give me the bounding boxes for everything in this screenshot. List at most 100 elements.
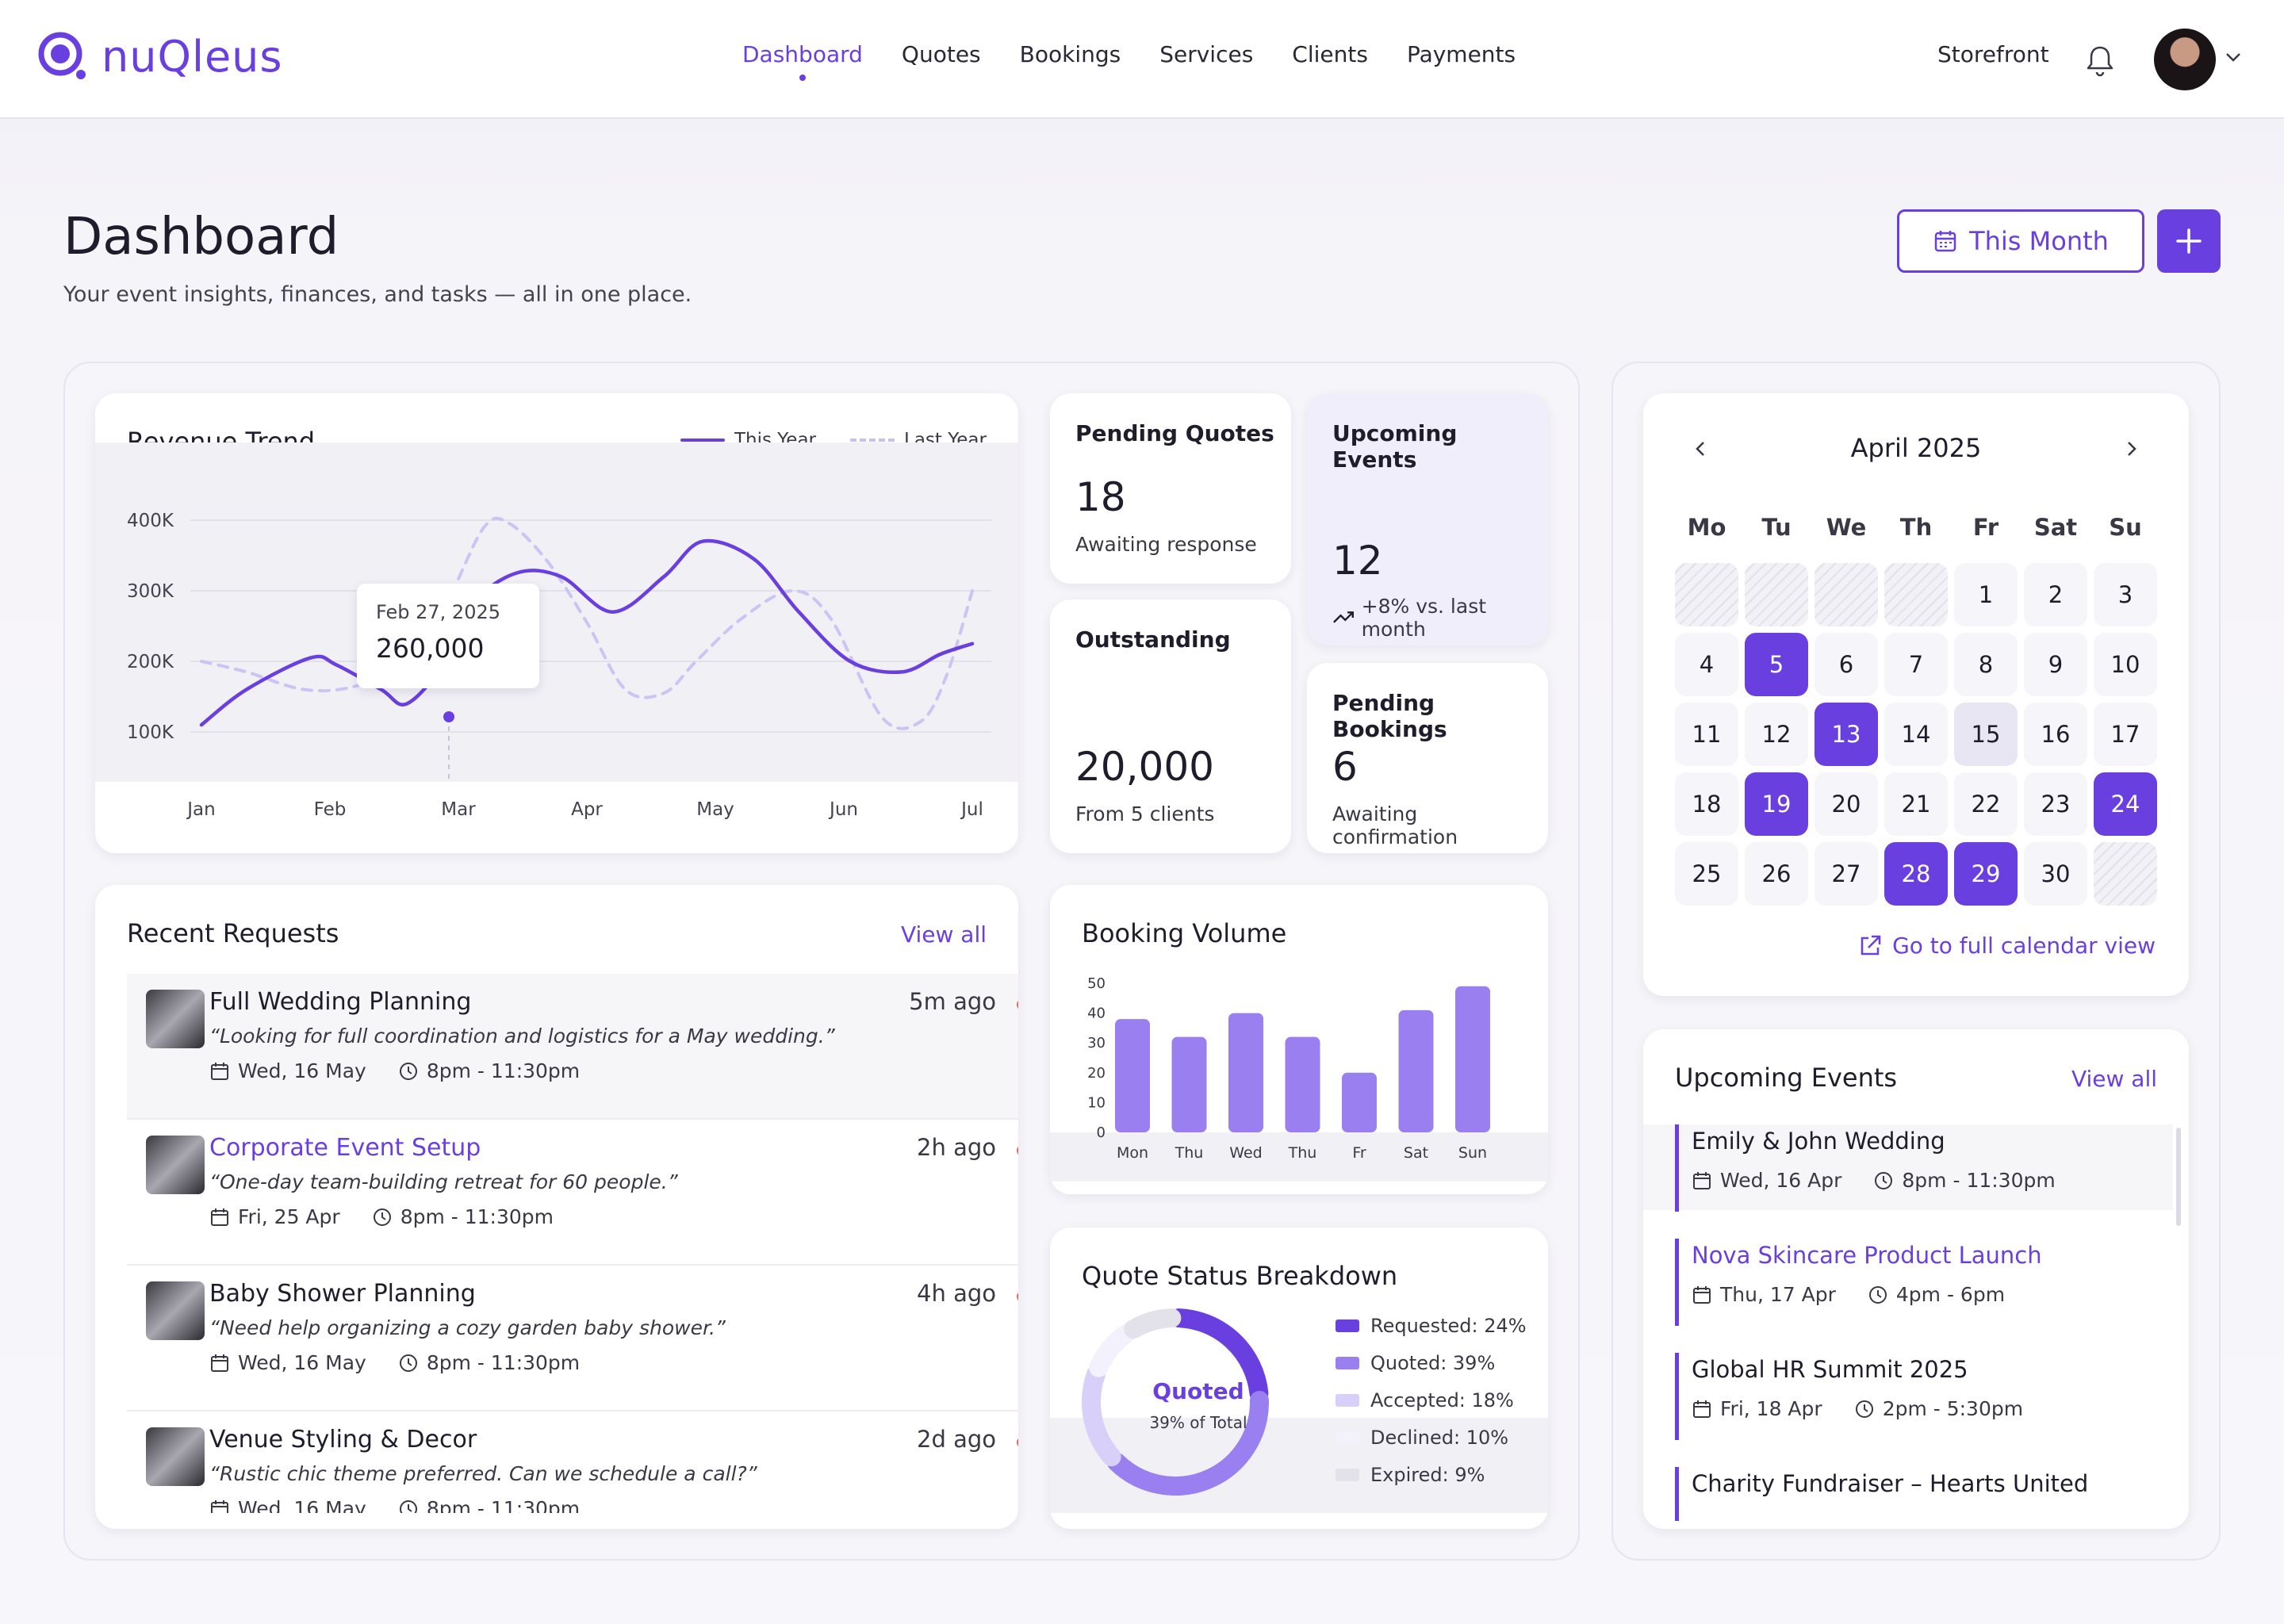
slice-accepted[interactable] [1082, 1365, 1121, 1467]
requests-list: Full Wedding Planning 5m ago “Looking fo… [95, 974, 1018, 1513]
legend-label: Requested: 24% [1370, 1315, 1527, 1337]
user-avatar[interactable] [2154, 29, 2216, 90]
upcoming-events-card[interactable]: Upcoming Events 12 +8% vs. last month [1307, 393, 1548, 645]
calendar-day-22[interactable]: 22 [1954, 772, 2018, 836]
slice-declined[interactable] [1089, 1323, 1137, 1377]
calendar-day-14[interactable]: 14 [1884, 703, 1948, 766]
slice-requested[interactable] [1169, 1308, 1269, 1403]
calendar-day-28[interactable]: 28 [1884, 842, 1948, 906]
bar-mon[interactable] [1115, 1019, 1150, 1132]
request-row[interactable]: Full Wedding Planning 5m ago “Looking fo… [127, 974, 1018, 1120]
legend-swatch [1336, 1357, 1359, 1369]
event-item[interactable]: Emily & John Wedding Wed, 16 Apr 8pm - 1… [1675, 1124, 2182, 1212]
weekday-th: Th [1899, 514, 1933, 541]
upcoming-events-value: 12 [1332, 538, 1383, 584]
calendar-day-15[interactable]: 15 [1954, 703, 2018, 766]
bar-wed[interactable] [1228, 1013, 1263, 1132]
brand-name: nuQleus [102, 31, 283, 82]
calendar-day-4[interactable]: 4 [1675, 633, 1738, 696]
bar-thu[interactable] [1171, 1036, 1207, 1132]
request-date: Fri, 25 Apr [238, 1205, 340, 1228]
slice-expired[interactable] [1124, 1308, 1182, 1339]
calendar-day-empty [1884, 563, 1948, 626]
calendar-day-11[interactable]: 11 [1675, 703, 1738, 766]
calendar-day-3[interactable]: 3 [2094, 563, 2157, 626]
pending-bookings-card[interactable]: Pending Bookings 6 Awaiting confirmation [1307, 663, 1548, 853]
calendar-day-7[interactable]: 7 [1884, 633, 1948, 696]
chevron-down-icon[interactable] [2224, 51, 2243, 63]
calendar-day-1[interactable]: 1 [1954, 563, 2018, 626]
quote-status-donut [1050, 1308, 1548, 1513]
calendar-day-20[interactable]: 20 [1815, 772, 1878, 836]
x-tick-label: Jun [828, 799, 858, 820]
bar-thu[interactable] [1285, 1036, 1320, 1132]
clock-icon [399, 1354, 417, 1372]
calendar-day-17[interactable]: 17 [2094, 703, 2157, 766]
calendar-day-18[interactable]: 18 [1675, 772, 1738, 836]
add-button[interactable] [2157, 209, 2221, 273]
event-item[interactable]: Global HR Summit 2025 Fri, 18 Apr 2pm - … [1675, 1353, 2182, 1440]
full-calendar-link[interactable]: Go to full calendar view [1857, 933, 2156, 959]
upcoming-view-all[interactable]: View all [2071, 1066, 2157, 1092]
clock-icon [399, 1062, 417, 1080]
request-row[interactable]: Baby Shower Planning 4h ago “Need help o… [127, 1266, 1018, 1411]
request-hours: 8pm - 11:30pm [400, 1205, 554, 1228]
chevron-left-icon[interactable] [1689, 438, 1711, 460]
brand-logo[interactable]: nuQleus [36, 30, 283, 82]
chevron-right-icon[interactable] [2121, 438, 2143, 460]
booking-volume-card: Booking Volume 0 10 20 30 40 50 Mon Thu Wed Thu Fr… [1050, 885, 1548, 1194]
y-tick-label: 10 [1087, 1094, 1106, 1111]
calendar-day-23[interactable]: 23 [2024, 772, 2087, 836]
calendar-day-10[interactable]: 10 [2094, 633, 2157, 696]
outstanding-sub: From 5 clients [1075, 802, 1215, 825]
bar-sat[interactable] [1398, 1009, 1434, 1132]
event-item[interactable]: Charity Fundraiser – Hearts United [1675, 1467, 2182, 1521]
calendar-day-24[interactable]: 24 [2094, 772, 2157, 836]
calendar-day-12[interactable]: 12 [1745, 703, 1808, 766]
calendar-day-29[interactable]: 29 [1954, 842, 2018, 906]
request-thumbnail [146, 1136, 205, 1194]
nav-clients[interactable]: Clients [1292, 41, 1368, 67]
pending-bookings-sub: Awaiting confirmation [1332, 802, 1458, 848]
calendar-day-9[interactable]: 9 [2024, 633, 2087, 696]
x-tick-label: Thu [1288, 1144, 1317, 1162]
tooltip-date: Feb 27, 2025 [376, 601, 500, 623]
bar-sun[interactable] [1455, 986, 1490, 1132]
event-item[interactable]: Nova Skincare Product Launch Thu, 17 Apr… [1675, 1239, 2182, 1326]
calendar-day-13[interactable]: 13 [1815, 703, 1878, 766]
date-range-button[interactable]: This Month [1897, 209, 2144, 273]
calendar-day-25[interactable]: 25 [1675, 842, 1738, 906]
requests-view-all[interactable]: View all [900, 921, 987, 948]
unread-dot [1017, 1291, 1018, 1302]
calendar-day-16[interactable]: 16 [2024, 703, 2087, 766]
pending-quotes-card[interactable]: Pending Quotes 18 Awaiting response [1050, 393, 1291, 584]
clock-icon [399, 1500, 417, 1513]
nav-bookings[interactable]: Bookings [1019, 41, 1121, 67]
calendar-day-5[interactable]: 5 [1745, 633, 1808, 696]
clock-icon [1868, 1285, 1887, 1304]
request-row[interactable]: Venue Styling & Decor 2d ago “Rustic chi… [127, 1411, 1018, 1513]
calendar-day-6[interactable]: 6 [1815, 633, 1878, 696]
event-title: Charity Fundraiser – Hearts United [1692, 1470, 2089, 1497]
slice-quoted[interactable] [1106, 1390, 1269, 1496]
event-meta: Thu, 17 Apr 4pm - 6pm [1692, 1283, 2037, 1306]
request-meta: Wed, 16 May 8pm - 11:30pm [209, 1059, 611, 1082]
outstanding-card[interactable]: Outstanding 20,000 From 5 clients [1050, 599, 1291, 853]
calendar-day-26[interactable]: 26 [1745, 842, 1808, 906]
calendar-day-2[interactable]: 2 [2024, 563, 2087, 626]
request-hours: 8pm - 11:30pm [426, 1497, 581, 1513]
calendar-day-21[interactable]: 21 [1884, 772, 1948, 836]
bar-fr[interactable] [1342, 1072, 1377, 1132]
calendar-day-30[interactable]: 30 [2024, 842, 2087, 906]
request-row[interactable]: Corporate Event Setup 2h ago “One-day te… [127, 1120, 1018, 1266]
nav-payments[interactable]: Payments [1406, 41, 1516, 67]
nav-dashboard[interactable]: Dashboard [742, 41, 863, 81]
bell-icon[interactable] [2084, 43, 2116, 78]
upcoming-scrollbar[interactable] [2176, 1128, 2181, 1226]
nav-quotes[interactable]: Quotes [901, 41, 981, 67]
nav-services[interactable]: Services [1159, 41, 1254, 67]
calendar-day-19[interactable]: 19 [1745, 772, 1808, 836]
calendar-day-8[interactable]: 8 [1954, 633, 2018, 696]
storefront-link[interactable]: Storefront [1937, 41, 2049, 67]
calendar-day-27[interactable]: 27 [1815, 842, 1878, 906]
